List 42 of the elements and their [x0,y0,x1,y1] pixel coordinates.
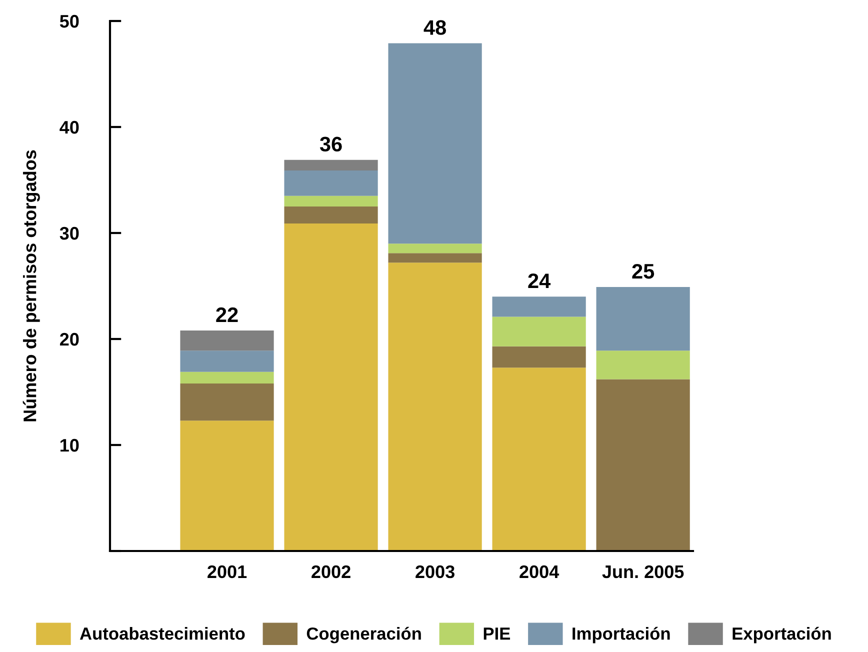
bar [388,43,482,244]
bar [284,223,378,551]
total-label: 36 [320,136,342,152]
legend-label: Exportación [732,626,831,644]
bar [388,244,482,254]
x-tick-label: 2001 [208,565,247,578]
bar [492,368,586,551]
x-tick-label: Jun. 2005 [602,565,684,578]
y-tick-label: 50 [60,14,79,28]
bar [388,253,482,263]
bar [180,372,274,384]
legend-label: Importación [572,626,670,644]
total-label: 22 [216,307,238,322]
bar [180,330,274,351]
total-label: 24 [528,273,551,288]
total-label: 25 [632,264,654,279]
x-tick-label: 2002 [312,565,350,578]
bar [180,420,274,551]
bar [284,206,378,224]
bar [492,296,586,317]
legend-label: Cogeneración [306,626,421,644]
bar [284,196,378,206]
bar [284,160,378,170]
bar [596,379,690,551]
bar [596,350,690,380]
y-tick-label: 10 [60,438,79,452]
bar [180,384,274,421]
bar [596,287,690,351]
total-label: 48 [424,20,446,35]
y-tick-label: 20 [60,332,79,346]
bar [492,346,586,368]
bar [388,262,482,551]
bar [180,350,274,372]
x-tick-label: 2003 [416,565,454,578]
legend-label: PIE [484,628,510,640]
y-axis-title: Número de permisos otorgados [22,150,40,422]
legend-label: Autoabastecimiento [80,627,245,640]
y-tick-label: 30 [60,226,79,240]
x-tick-label: 2004 [520,565,560,578]
bar [284,170,378,196]
y-tick-label: 40 [60,120,79,134]
bar [492,316,586,346]
